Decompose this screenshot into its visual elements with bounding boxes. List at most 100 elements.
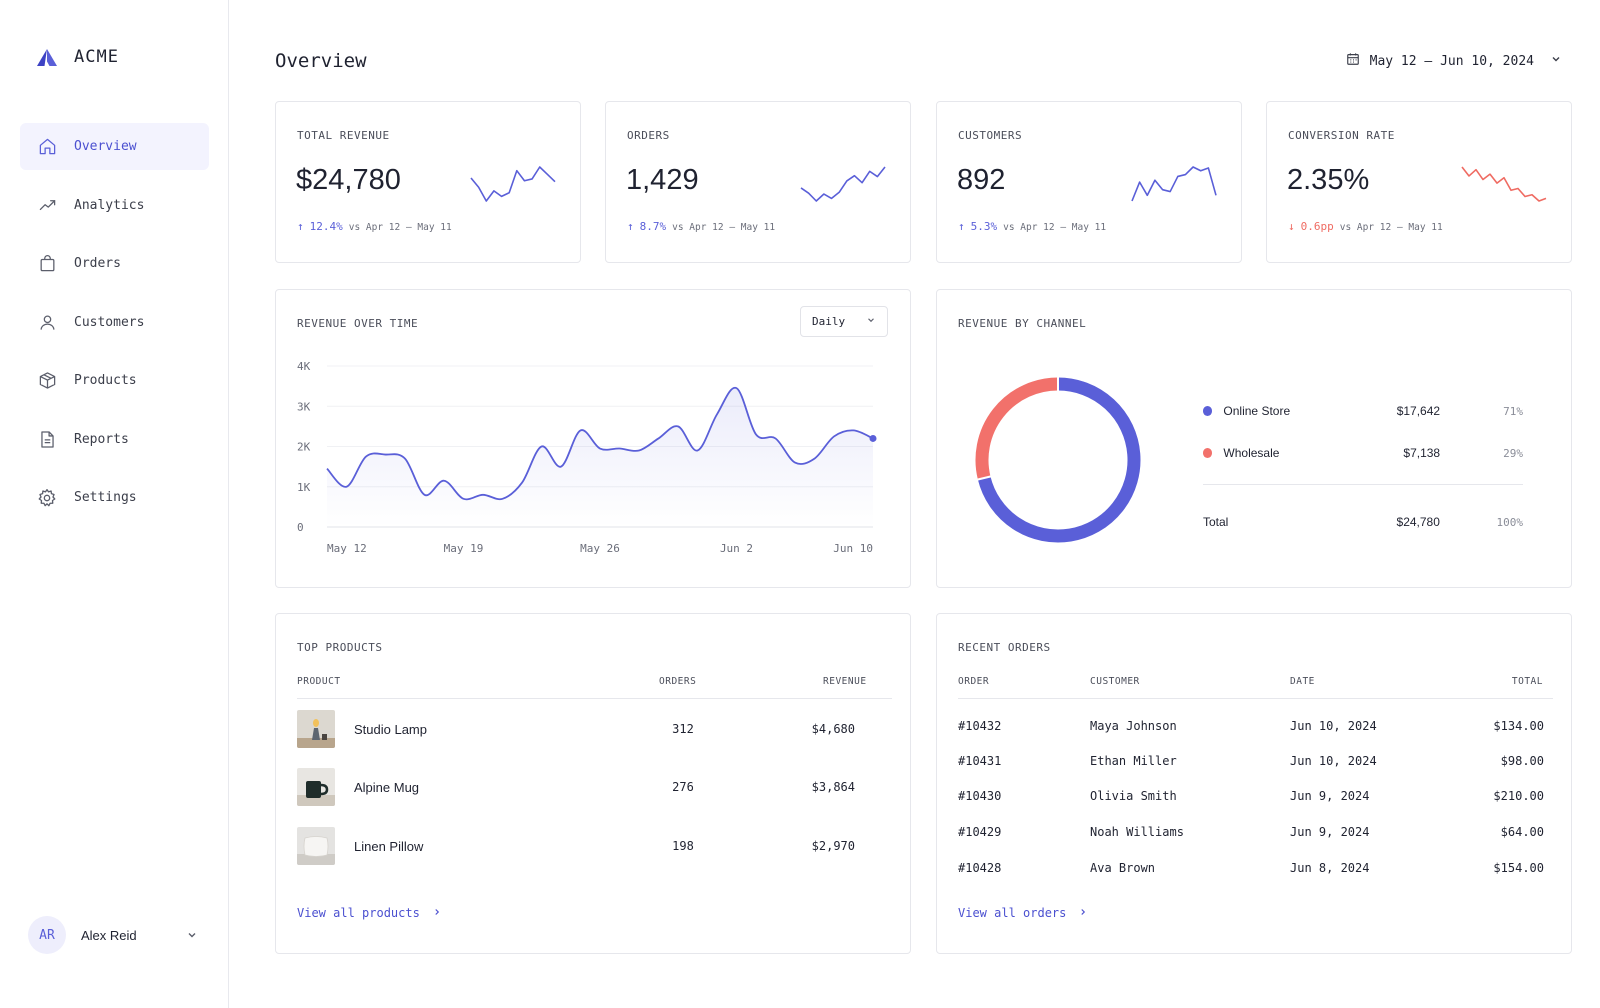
order-total: $64.00 (1500, 825, 1544, 839)
sparkline (800, 166, 886, 202)
chevron-down-icon (1550, 53, 1562, 69)
order-customer: Ava Brown (1090, 861, 1156, 875)
kpi-delta-value: 0.6pp (1300, 220, 1334, 233)
kpi-delta: ↑ 5.3% vs Apr 12 – May 11 (958, 220, 1106, 233)
kpi-card-conversion-rate: CONVERSION RATE 2.35% ↓ 0.6pp vs Apr 12 … (1266, 101, 1572, 263)
sidebar-item-customers[interactable]: Customers (20, 299, 209, 346)
table-row[interactable]: #10429 Noah Williams Jun 9, 2024 $64.00 (958, 815, 1544, 849)
column-header-date: DATE (1290, 676, 1315, 687)
granularity-select[interactable]: Daily (800, 306, 888, 337)
order-customer: Maya Johnson (1090, 719, 1177, 733)
table-row[interactable]: #10428 Ava Brown Jun 8, 2024 $154.00 (958, 851, 1544, 885)
sparkline-path (470, 166, 556, 202)
user-menu[interactable]: AR Alex Reid (28, 916, 198, 954)
kpi-card-orders: ORDERS 1,429 ↑ 8.7% vs Apr 12 – May 11 (605, 101, 911, 263)
arrow-up-icon: ↑ (627, 220, 634, 233)
legend-row-online-store: Online Store $17,642 71% (1203, 390, 1523, 432)
x-tick-label: May 26 (580, 542, 620, 555)
table-row[interactable]: Linen Pillow 198 $2,970 (297, 826, 855, 866)
chevron-right-icon (1078, 906, 1088, 920)
x-tick-label: Jun 10 (833, 542, 873, 555)
table-row[interactable]: Studio Lamp 312 $4,680 (297, 709, 855, 749)
product-orders: 312 (672, 722, 694, 736)
y-tick-label: 4K (297, 360, 311, 373)
legend-value: $17,642 (1396, 404, 1441, 418)
column-header-customer: CUSTOMER (1090, 676, 1140, 687)
section-title: REVENUE BY CHANNEL (958, 317, 1087, 330)
section-title: RECENT ORDERS (958, 641, 1051, 654)
sidebar-item-label: Orders (74, 256, 121, 271)
column-header-revenue: REVENUE (823, 676, 867, 687)
order-total: $210.00 (1493, 789, 1544, 803)
home-icon (37, 137, 57, 157)
sidebar: ACME Overview Analytics Orders Customers (0, 0, 229, 1008)
brand[interactable]: ACME (37, 47, 119, 67)
order-id: #10429 (958, 825, 1002, 839)
section-title: REVENUE OVER TIME (297, 317, 419, 330)
table-row[interactable]: #10431 Ethan Miller Jun 10, 2024 $98.00 (958, 744, 1544, 778)
sidebar-item-label: Reports (74, 431, 129, 447)
order-date: Jun 10, 2024 (1290, 719, 1377, 733)
product-name: Alpine Mug (354, 779, 420, 795)
view-all-orders-link[interactable]: View all orders (958, 906, 1088, 920)
recent-orders-card: RECENT ORDERS ORDER CUSTOMER DATE TOTAL … (936, 613, 1572, 954)
revenue-by-channel-card: REVENUE BY CHANNEL Online Store $17,642 … (936, 289, 1572, 588)
legend-total-value: $24,780 (1396, 515, 1440, 529)
kpi-label: ORDERS (627, 129, 670, 142)
y-tick-label: 2K (297, 441, 311, 454)
kpi-value: 1,429 (626, 164, 699, 196)
order-id: #10431 (958, 754, 1002, 768)
kpi-delta: ↓ 0.6pp vs Apr 12 – May 11 (1288, 220, 1443, 233)
chevron-right-icon (432, 906, 442, 920)
page-title: Overview (275, 50, 367, 72)
arrow-up-icon: ↑ (297, 220, 304, 233)
product-image-pillow (297, 827, 335, 865)
kpi-compare: vs Apr 12 – May 11 (348, 222, 452, 233)
kpi-label: TOTAL REVENUE (297, 129, 390, 142)
sidebar-item-orders[interactable]: Orders (20, 240, 209, 287)
sidebar-item-overview[interactable]: Overview (20, 123, 209, 170)
sidebar-item-settings[interactable]: Settings (20, 474, 209, 521)
order-customer: Olivia Smith (1090, 789, 1177, 803)
table-row[interactable]: #10430 Olivia Smith Jun 9, 2024 $210.00 (958, 779, 1544, 813)
sidebar-item-label: Settings (74, 490, 137, 505)
x-tick-label: Jun 2 (720, 542, 753, 555)
kpi-label: CUSTOMERS (958, 129, 1023, 142)
arrow-up-icon: ↑ (958, 220, 965, 233)
order-customer: Ethan Miller (1090, 754, 1177, 768)
user-icon (37, 312, 57, 332)
bag-icon (37, 254, 57, 274)
table-row[interactable]: #10432 Maya Johnson Jun 10, 2024 $134.00 (958, 709, 1544, 743)
view-all-products-link[interactable]: View all products (297, 906, 442, 920)
date-range-picker[interactable]: May 12 – Jun 10, 2024 (1346, 52, 1562, 70)
avatar: AR (28, 916, 66, 954)
sidebar-item-analytics[interactable]: Analytics (20, 182, 209, 229)
kpi-delta-value: 12.4% (309, 220, 343, 233)
kpi-delta-value: 8.7% (639, 220, 667, 233)
legend-name: Wholesale (1223, 446, 1280, 460)
kpi-card-customers: CUSTOMERS 892 ↑ 5.3% vs Apr 12 – May 11 (936, 101, 1242, 263)
product-orders: 276 (672, 780, 694, 794)
legend-swatch (1203, 448, 1213, 458)
table-row[interactable]: Alpine Mug 276 $3,864 (297, 767, 855, 807)
sparkline (1131, 166, 1217, 202)
legend-row-wholesale: Wholesale $7,138 29% (1203, 432, 1523, 474)
donut-slice-wholesale (975, 377, 1059, 480)
kpi-label: CONVERSION RATE (1288, 129, 1395, 142)
kpi-value: $24,780 (296, 164, 401, 196)
y-tick-label: 3K (297, 400, 311, 413)
sidebar-item-label: Customers (74, 314, 145, 330)
order-customer: Noah Williams (1090, 825, 1184, 839)
channel-donut-chart (975, 376, 1141, 543)
sidebar-item-label: Analytics (74, 197, 145, 213)
y-tick-label: 1K (297, 481, 311, 494)
order-total: $134.00 (1493, 719, 1544, 733)
sidebar-item-reports[interactable]: Reports (20, 416, 209, 463)
sidebar-item-label: Overview (74, 139, 137, 154)
legend-swatch (1203, 406, 1213, 416)
sidebar-item-label: Products (74, 373, 137, 388)
legend-total-label: Total (1203, 515, 1229, 529)
order-id: #10428 (958, 861, 1002, 875)
column-header-order: ORDER (958, 676, 990, 687)
sidebar-item-products[interactable]: Products (20, 357, 209, 404)
